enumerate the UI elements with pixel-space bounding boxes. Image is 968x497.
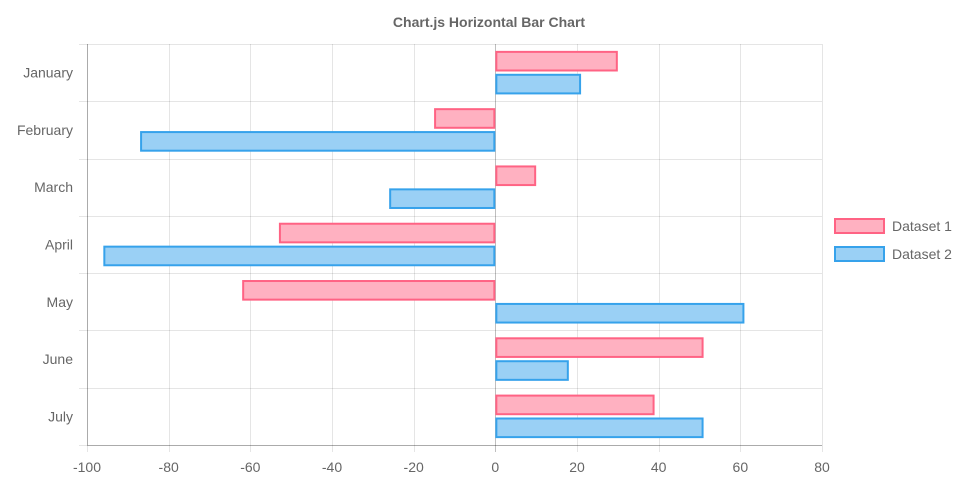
y-tick-label: July [48,408,73,424]
y-tick-label: June [43,351,74,367]
x-tick-label: 0 [491,459,499,475]
x-tick-label: -20 [404,459,424,475]
bar-dataset-1-july[interactable] [495,394,655,416]
bar-dataset-1-january[interactable] [495,50,618,72]
y-tick-label: April [45,237,73,253]
bar-dataset-1-may[interactable] [242,280,496,301]
legend: Dataset 1 Dataset 2 [834,218,952,262]
bar-dataset-2-february[interactable] [140,131,496,152]
bar-dataset-1-february[interactable] [434,108,496,129]
x-tick-label: 40 [651,459,667,475]
bar-dataset-1-april[interactable] [278,222,496,244]
bar-dataset-2-april[interactable] [103,245,496,267]
bar-dataset-2-march[interactable] [389,188,496,209]
bar-dataset-2-june[interactable] [495,360,569,381]
y-tick-label: March [34,179,73,195]
legend-swatch[interactable] [834,246,885,262]
legend-label[interactable]: Dataset 2 [892,246,952,262]
grid-lines [79,44,823,452]
axes: -100 -80 -60 -40 -20 0 20 40 60 80 January February… [17,44,830,475]
y-tick-label: January [23,65,73,81]
bar-dataset-2-july[interactable] [495,417,704,439]
chart-title: Chart.js Horizontal Bar Chart [393,14,585,30]
x-tick-label: -60 [240,459,260,475]
x-tick-label: 80 [814,459,830,475]
bars [103,50,745,439]
x-tick-label: -100 [73,459,101,475]
y-tick-label: May [47,294,73,310]
legend-swatch[interactable] [834,218,885,234]
y-tick-label: February [17,122,73,138]
x-tick-label: -80 [159,459,179,475]
bar-dataset-1-june[interactable] [495,337,704,358]
x-tick-label: 60 [733,459,749,475]
legend-label[interactable]: Dataset 1 [892,218,952,234]
bar-dataset-1-march[interactable] [495,165,537,187]
bar-dataset-2-january[interactable] [495,73,582,95]
x-tick-label: 20 [569,459,585,475]
x-tick-label: -40 [322,459,342,475]
bar-dataset-2-may[interactable] [495,302,745,324]
